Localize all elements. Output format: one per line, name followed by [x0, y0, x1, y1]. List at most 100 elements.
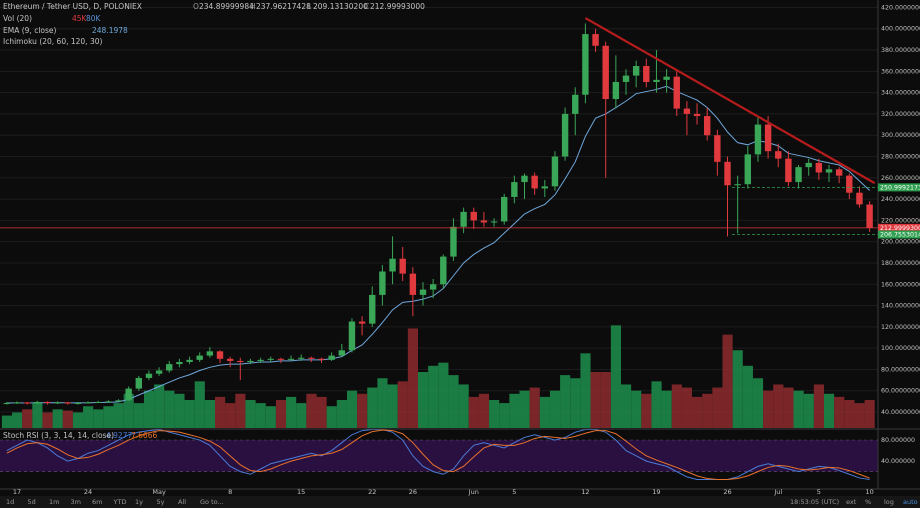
- candle-body: [155, 370, 163, 374]
- volume-bar: [428, 365, 439, 428]
- candle-body: [521, 175, 528, 183]
- ohlc-key: O: [193, 2, 199, 11]
- volume-bar: [275, 400, 287, 428]
- range-button[interactable]: 1m: [49, 498, 59, 506]
- ema-line: [6, 85, 870, 404]
- candle-body: [673, 76, 680, 109]
- volume-bar: [296, 403, 307, 428]
- chart-title: Ethereum / Tether USD, D, POLONIEX: [3, 2, 142, 11]
- x-tick-label: 26: [409, 488, 417, 496]
- volume-bar: [225, 403, 236, 428]
- candle-body: [44, 401, 51, 403]
- volume-bar: [824, 393, 835, 428]
- ema-value: 248.1978: [92, 26, 128, 35]
- y-tick-label: 40.00000000: [881, 409, 920, 416]
- stoch-tick-label: 40.000000: [881, 458, 915, 465]
- volume-bar: [570, 378, 581, 428]
- volume-bar: [326, 406, 337, 428]
- candle-body: [74, 402, 82, 404]
- candle-body: [541, 186, 548, 189]
- volume-bar: [194, 381, 205, 428]
- candle-body: [805, 162, 812, 168]
- ohlc-key: C: [364, 2, 369, 11]
- stoch-pane: [0, 429, 878, 481]
- volume-bar: [367, 387, 378, 428]
- candle-body: [754, 124, 762, 155]
- y-tick-label: 120.00000000: [881, 324, 920, 331]
- option-button[interactable]: log: [884, 498, 894, 506]
- x-tick-label: 15: [297, 488, 305, 496]
- volume-bar: [113, 403, 124, 428]
- candle-body: [186, 359, 193, 362]
- range-button[interactable]: 5y: [157, 498, 165, 506]
- range-button[interactable]: All: [178, 498, 186, 506]
- grid: [0, 6, 878, 413]
- volume-bar: [458, 384, 469, 428]
- x-tick-label: 22: [368, 488, 376, 496]
- candle-body: [166, 364, 173, 371]
- volume-bar: [600, 372, 611, 428]
- range-button[interactable]: 3m: [71, 498, 81, 506]
- volume-bar: [813, 384, 824, 428]
- range-button[interactable]: 1d: [6, 498, 14, 506]
- price-tag: [878, 223, 920, 232]
- candle-body: [460, 211, 467, 227]
- candle-body: [825, 169, 833, 173]
- volume-bar: [336, 400, 347, 428]
- y-tick-label: 360.00000000: [881, 68, 920, 75]
- price-tag-label: 212.99993000: [880, 225, 920, 232]
- ohlc-key: H: [250, 2, 256, 11]
- candle-body: [298, 357, 305, 359]
- candle-body: [247, 360, 254, 362]
- candle-body: [582, 34, 589, 95]
- candle-body: [176, 361, 183, 365]
- range-button[interactable]: 6m: [92, 498, 102, 506]
- range-button[interactable]: 5d: [28, 498, 36, 506]
- candle-body: [480, 220, 488, 223]
- candle-body: [490, 221, 498, 223]
- candle-body: [470, 211, 477, 221]
- volume-bar: [154, 384, 165, 428]
- volume-bar: [489, 400, 500, 428]
- volume-bar: [610, 325, 621, 428]
- ema-legend: EMA (9, close): [3, 26, 57, 35]
- candle-body: [196, 355, 203, 360]
- volume-bar: [103, 406, 114, 428]
- volume-bar: [712, 387, 723, 428]
- stoch-value: 7.6666: [131, 431, 157, 440]
- ohlc-value: 237.96217428: [256, 2, 311, 11]
- y-tick-label: 300.00000000: [881, 132, 920, 139]
- volume-bar: [235, 393, 246, 428]
- overlay: 40.00000000 60.00000000 80.00000000 100.000…: [6, 2, 920, 506]
- candle-body: [551, 156, 559, 187]
- volume-bar: [773, 384, 784, 428]
- goto-button[interactable]: Go to...: [200, 498, 224, 506]
- volume-bar: [164, 390, 175, 428]
- candle-body: [693, 113, 701, 117]
- candle-body: [501, 196, 508, 222]
- volume-bar: [22, 409, 33, 428]
- option-button[interactable]: ext: [846, 498, 857, 506]
- range-button[interactable]: YTD: [113, 498, 127, 506]
- range-button[interactable]: 1y: [135, 498, 143, 506]
- candle-body: [622, 75, 630, 82]
- volume-bar: [702, 393, 713, 428]
- candle-body: [34, 401, 41, 404]
- option-button[interactable]: auto: [903, 498, 918, 506]
- candle-body: [3, 402, 11, 404]
- candle-body: [257, 359, 264, 361]
- candle-body: [216, 351, 224, 359]
- y-tick-label: 240.00000000: [881, 196, 920, 203]
- volume-bar: [580, 353, 591, 428]
- candle-body: [511, 182, 518, 197]
- candle-body: [348, 321, 356, 351]
- volume-bar: [52, 409, 63, 428]
- candle-body: [389, 258, 396, 272]
- candle-body: [795, 167, 802, 183]
- x-tick-label: 19: [652, 488, 660, 496]
- candle-body: [450, 226, 457, 257]
- option-button[interactable]: %: [865, 498, 871, 506]
- volume-bar: [184, 400, 195, 428]
- candle-body: [602, 45, 609, 100]
- candle-body: [64, 402, 71, 404]
